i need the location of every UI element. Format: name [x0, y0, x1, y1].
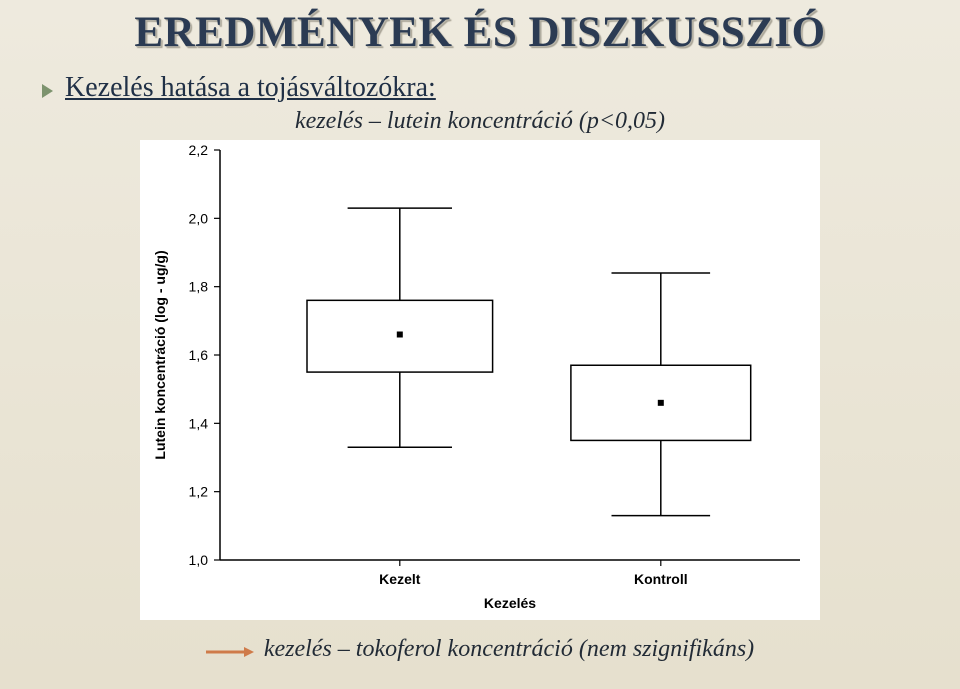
bullet-row: Kezelés hatása a tojásváltozókra:: [42, 72, 436, 104]
svg-text:Lutein koncentráció (log - ug/: Lutein koncentráció (log - ug/g): [152, 250, 168, 459]
svg-text:Kontroll: Kontroll: [634, 571, 688, 587]
svg-text:1,2: 1,2: [189, 484, 209, 500]
footer-text: kezelés – tokoferol koncentráció (nem sz…: [264, 636, 754, 662]
title-text: EREDMÉNYEK ÉS DISZKUSSZIÓ: [134, 8, 825, 57]
chart-svg: 1,0 1,2 1,4 1,6 1,8 2,0 2,2 Lutein koncentráció…: [140, 140, 820, 620]
footer-line: kezelés – tokoferol koncentráció (nem sz…: [0, 636, 960, 663]
svg-text:1,6: 1,6: [189, 347, 209, 363]
svg-text:1,8: 1,8: [189, 279, 209, 295]
svg-text:1,0: 1,0: [189, 552, 209, 568]
page-title: EREDMÉNYEK ÉS DISZKUSSZIÓ: [0, 8, 960, 57]
chart-subtitle: kezelés – lutein koncentráció (p<0,05): [0, 108, 960, 135]
svg-text:Kezelés: Kezelés: [484, 595, 536, 611]
svg-text:2,2: 2,2: [189, 142, 209, 158]
bullet-text: Kezelés hatása a tojásváltozókra:: [65, 72, 436, 103]
svg-text:1,4: 1,4: [189, 415, 209, 431]
boxplot-chart: 1,0 1,2 1,4 1,6 1,8 2,0 2,2 Lutein koncentráció…: [140, 140, 820, 620]
svg-text:Kezelt: Kezelt: [379, 571, 421, 587]
arrow-icon: [206, 645, 254, 659]
triangle-bullet-icon: [42, 84, 53, 98]
svg-text:2,0: 2,0: [189, 210, 209, 226]
